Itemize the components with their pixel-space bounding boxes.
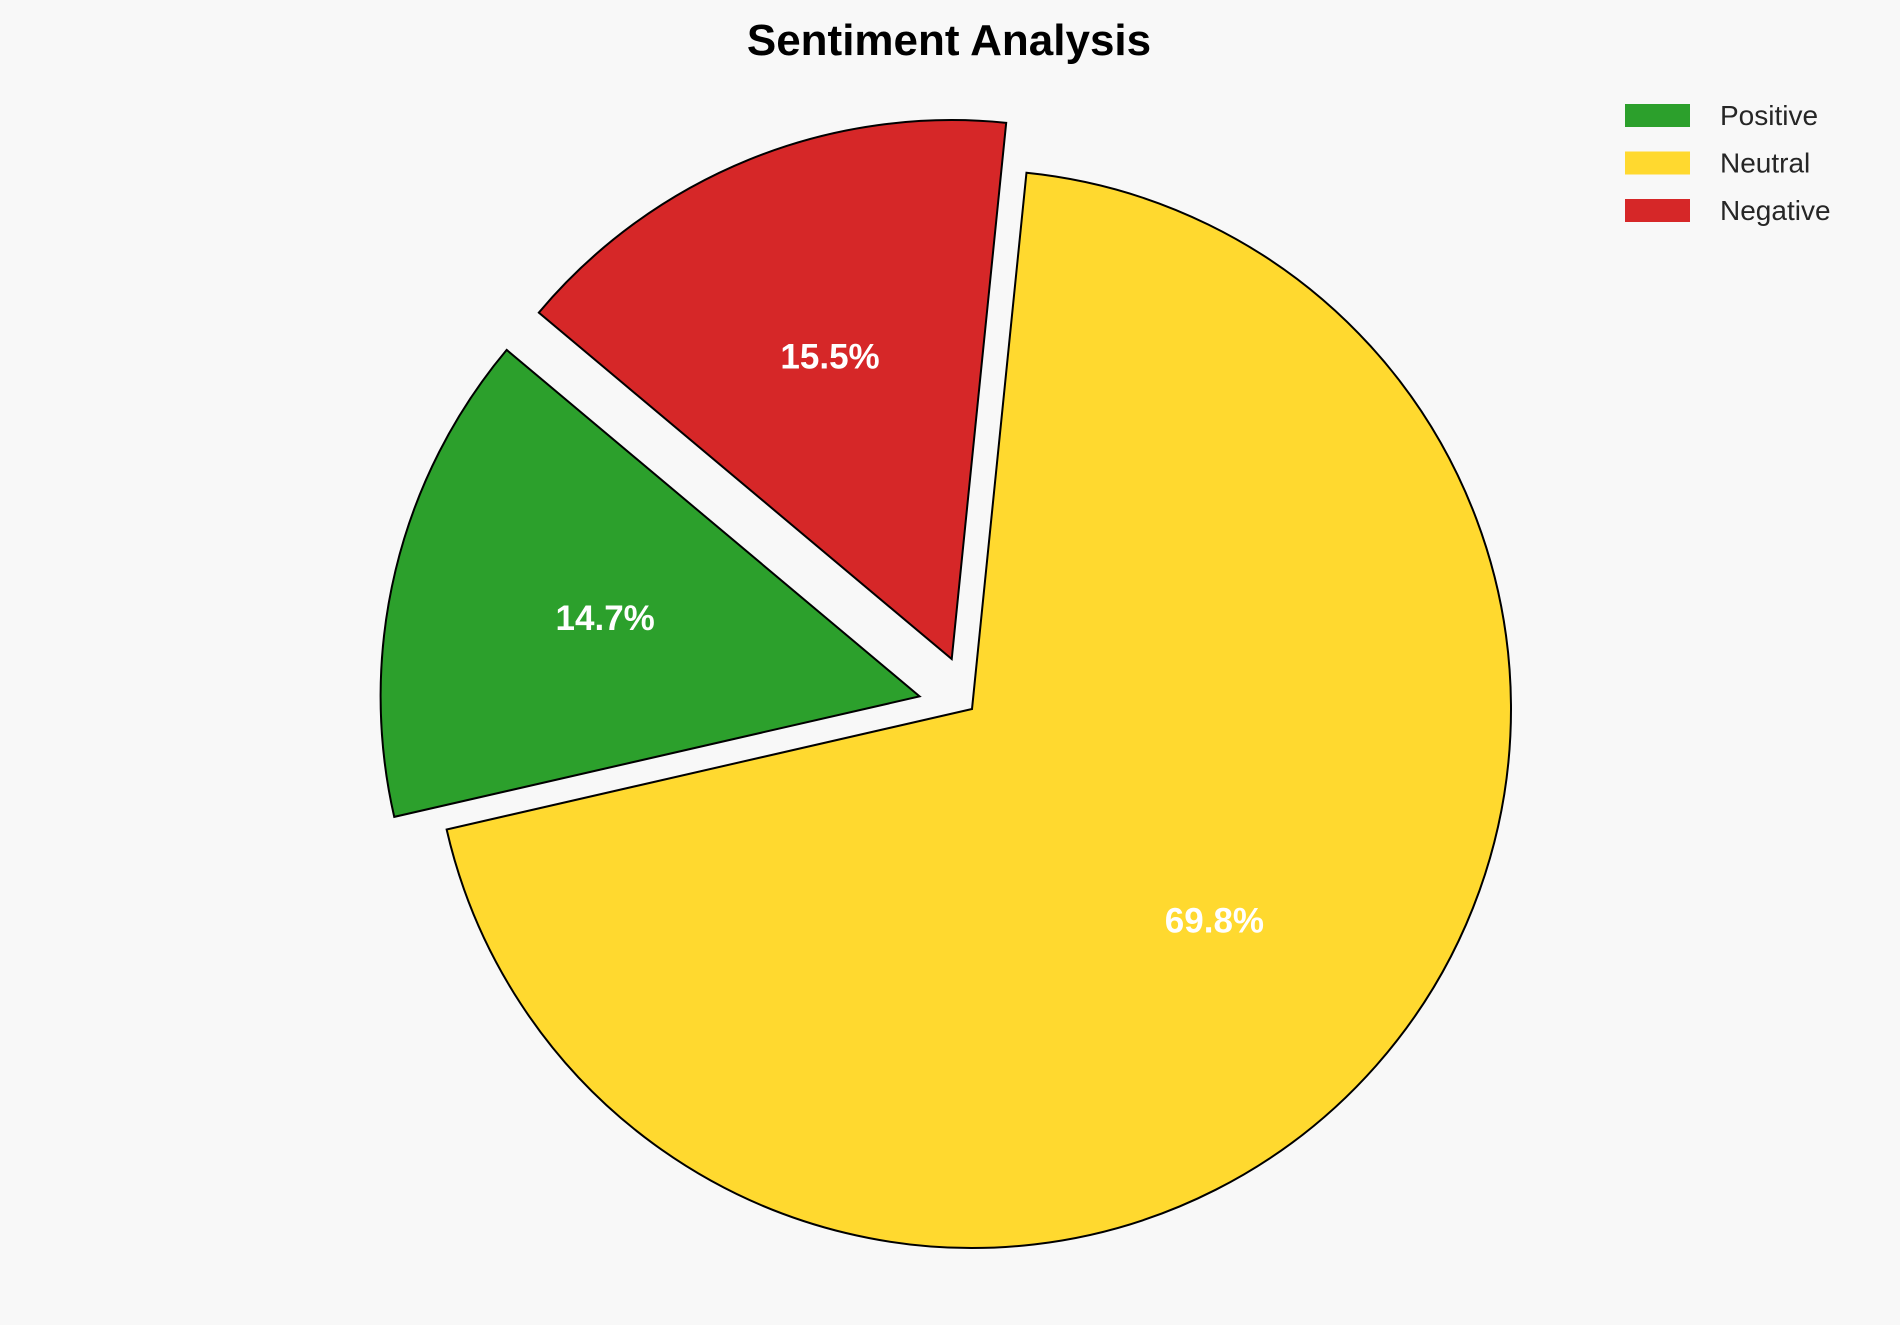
legend-swatch-positive — [1625, 104, 1690, 127]
legend-swatch-negative — [1625, 199, 1690, 222]
slice-label-neutral: 69.8% — [1165, 901, 1264, 940]
pie-slice-negative — [537, 119, 1008, 662]
legend-label-positive: Positive — [1720, 100, 1818, 131]
legend-label-neutral: Neutral — [1720, 148, 1810, 179]
chart-title: Sentiment Analysis — [747, 16, 1151, 65]
pie-slice-neutral — [445, 171, 1512, 1249]
pie-slice-positive — [379, 348, 922, 819]
legend-label-negative: Negative — [1720, 195, 1831, 226]
slice-label-positive: 14.7% — [556, 599, 655, 638]
slice-label-negative: 15.5% — [780, 338, 879, 377]
legend: Positive Neutral Negative — [1625, 100, 1831, 226]
legend-swatch-neutral — [1625, 151, 1690, 175]
